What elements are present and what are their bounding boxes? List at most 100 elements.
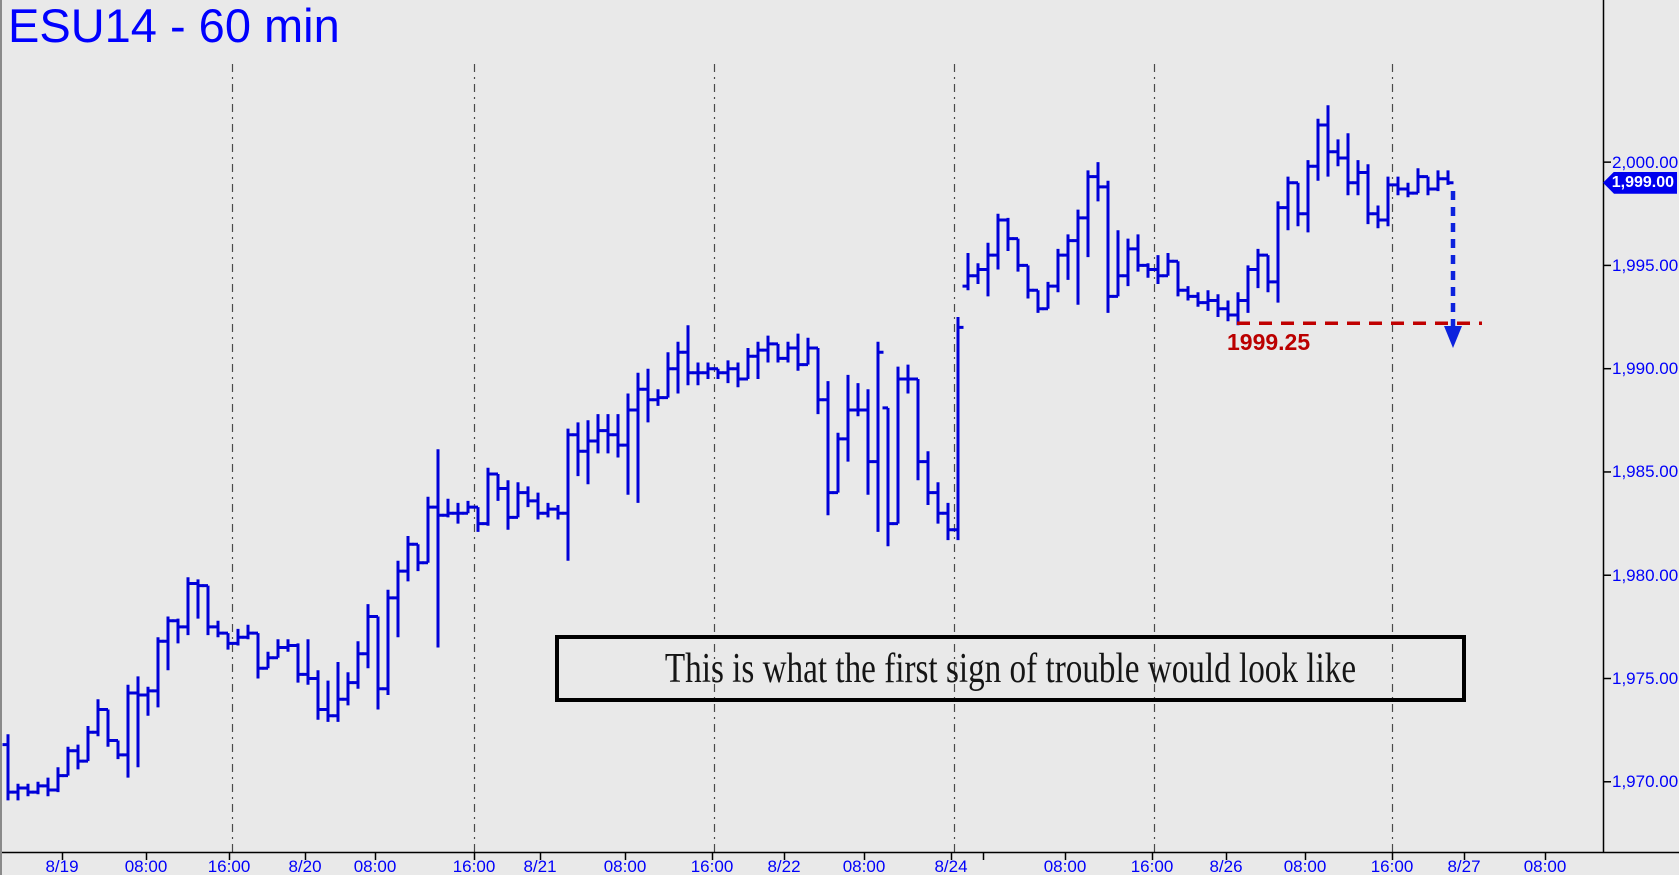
ohlc-bar [1322, 105, 1334, 177]
ohlc-bar [342, 672, 354, 706]
ohlc-bar [482, 467, 494, 526]
ohlc-bar [412, 542, 424, 572]
x-axis-label: 16:00 [1130, 857, 1174, 875]
ohlc-bar [902, 364, 914, 394]
ohlc-bar [242, 624, 254, 640]
ohlc-bar [72, 744, 84, 770]
ohlc-bar [252, 631, 264, 679]
ohlc-bar [292, 643, 304, 683]
ohlc-bar [52, 767, 64, 793]
ohlc-bar [152, 637, 164, 708]
ohlc-bar [682, 325, 694, 386]
ohlc-bar [952, 317, 964, 541]
ohlc-bar [962, 253, 974, 291]
ohlc-bar [112, 739, 124, 760]
ohlc-bar [1432, 170, 1444, 192]
ohlc-bar [372, 615, 384, 710]
ohlc-bar [1302, 160, 1314, 233]
ohlc-bar [322, 680, 334, 722]
ohlc-bar [992, 213, 1004, 270]
ohlc-bar [172, 618, 184, 644]
ohlc-bar [1112, 230, 1124, 298]
ohlc-bar [622, 393, 634, 495]
ohlc-bar [672, 341, 684, 394]
ohlc-bar [1032, 288, 1044, 313]
ohlc-bar [892, 366, 904, 526]
ohlc-bar [1062, 234, 1074, 280]
ohlc-bar [142, 686, 154, 716]
ohlc-bar [1252, 248, 1264, 289]
ohlc-bar [432, 449, 444, 648]
ohlc-bar [1132, 234, 1144, 272]
ohlc-bar [1012, 237, 1024, 272]
ohlc-bar [22, 783, 34, 797]
ohlc-bar [1102, 180, 1114, 313]
ohlc-bar [852, 383, 864, 417]
x-axis-label: 16:00 [1370, 857, 1414, 875]
ohlc-bar [32, 781, 44, 795]
ohlc-bar [122, 684, 134, 778]
x-axis-label: 08:00 [842, 857, 886, 875]
ohlc-bar [982, 242, 994, 297]
ohlc-bar [1332, 139, 1344, 167]
ohlc-bar [1272, 201, 1284, 303]
ohlc-bar [1282, 176, 1294, 231]
ohlc-bar [262, 651, 274, 670]
ohlc-bar [862, 389, 874, 495]
ohlc-bar [942, 502, 954, 541]
ohlc-bar [512, 482, 524, 519]
ohlc-bar [42, 777, 54, 797]
ohlc-bar [362, 604, 374, 669]
ohlc-bar [1392, 176, 1404, 196]
ohlc-bar [222, 631, 234, 650]
ohlc-bar [352, 641, 364, 689]
ohlc-bar [12, 783, 24, 801]
x-axis-label: 8/27 [1447, 857, 1481, 875]
ohlc-bar [1422, 175, 1434, 196]
ohlc-bar [782, 341, 794, 363]
ohlc-bar [722, 360, 734, 384]
ohlc-bar [542, 502, 554, 518]
ohlc-bar [522, 486, 534, 508]
x-axis-label: 8/26 [1209, 857, 1243, 875]
ohlc-bar [62, 746, 74, 778]
ohlc-bar [592, 414, 604, 454]
ohlc-bar [1222, 300, 1234, 322]
x-axis-label: 8/22 [767, 857, 801, 875]
ohlc-bar [1142, 263, 1154, 278]
chart-title: ESU14 - 60 min [8, 0, 340, 52]
ohlc-bar [602, 414, 614, 454]
ohlc-bar [382, 589, 394, 695]
ohlc-bar [1052, 248, 1064, 293]
ohlc-bar [462, 500, 474, 515]
ohlc-bar [282, 639, 294, 652]
ohlc-bar [762, 335, 774, 363]
x-axis-label: 08:00 [603, 857, 647, 875]
y-axis-label: 1,985.00 [1612, 462, 1679, 482]
ohlc-bar [812, 346, 824, 415]
x-axis-label: 8/20 [288, 857, 322, 875]
ohlc-bar [1382, 176, 1394, 227]
ohlc-bar [702, 362, 714, 379]
ohlc-bar [1042, 281, 1054, 311]
x-axis-label: 08:00 [1283, 857, 1327, 875]
ohlc-bar [1092, 162, 1104, 202]
ohlc-bar [842, 374, 854, 462]
ohlc-bar [912, 377, 924, 481]
ohlc-bar [442, 498, 454, 518]
annotation-note-box: This is what the first sign of trouble w… [555, 635, 1466, 702]
x-axis-label: 16:00 [452, 857, 496, 875]
ohlc-bar [692, 362, 704, 386]
y-axis-label: 1,975.00 [1612, 669, 1679, 688]
ohlc-bar [1202, 290, 1214, 311]
ohlc-bar [1342, 133, 1354, 196]
ohlc-bars [2, 105, 1454, 801]
ohlc-bar [1352, 160, 1364, 196]
ohlc-bar [792, 333, 804, 371]
ohlc-bar [1262, 253, 1274, 293]
ohlc-bar [232, 628, 244, 646]
x-axis-label: 8/24 [934, 857, 968, 875]
ohlc-bar [1412, 168, 1424, 195]
